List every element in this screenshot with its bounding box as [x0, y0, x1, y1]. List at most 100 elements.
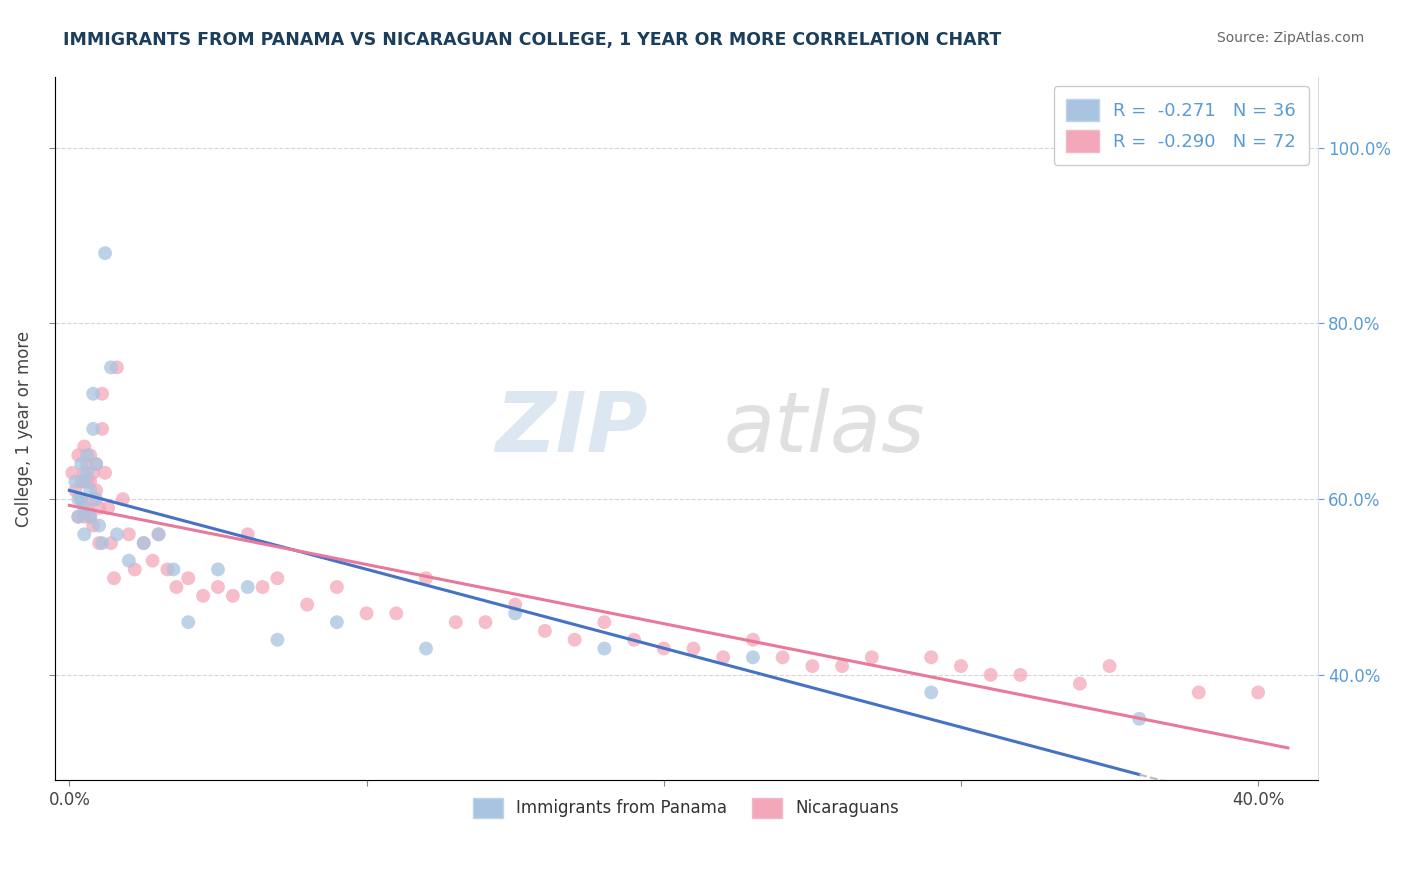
- Point: [91, 422, 114, 436]
- Point: [295, 598, 318, 612]
- Point: [142, 554, 165, 568]
- Point: [67, 509, 90, 524]
- Point: [162, 562, 184, 576]
- Text: atlas: atlas: [724, 388, 925, 469]
- Point: [831, 659, 853, 673]
- Point: [100, 360, 122, 375]
- Point: [84, 483, 107, 498]
- Point: [711, 650, 734, 665]
- Point: [132, 536, 155, 550]
- Point: [65, 475, 87, 489]
- Point: [534, 624, 557, 638]
- Point: [73, 527, 96, 541]
- Point: [148, 527, 170, 541]
- Point: [415, 571, 437, 585]
- Point: [79, 448, 101, 462]
- Point: [920, 685, 942, 699]
- Point: [1098, 659, 1121, 673]
- Point: [742, 632, 765, 647]
- Point: [742, 650, 765, 665]
- Point: [444, 615, 467, 629]
- Point: [76, 475, 98, 489]
- Text: IMMIGRANTS FROM PANAMA VS NICARAGUAN COLLEGE, 1 YEAR OR MORE CORRELATION CHART: IMMIGRANTS FROM PANAMA VS NICARAGUAN COL…: [63, 31, 1001, 49]
- Point: [503, 607, 526, 621]
- Point: [474, 615, 496, 629]
- Point: [1010, 668, 1032, 682]
- Text: ZIP: ZIP: [495, 388, 648, 469]
- Point: [100, 536, 122, 550]
- Legend: Immigrants from Panama, Nicaraguans: Immigrants from Panama, Nicaraguans: [467, 791, 905, 825]
- Point: [82, 466, 104, 480]
- Point: [118, 554, 141, 568]
- Point: [1128, 712, 1150, 726]
- Point: [105, 360, 128, 375]
- Point: [252, 580, 274, 594]
- Point: [79, 483, 101, 498]
- Point: [266, 632, 288, 647]
- Point: [920, 650, 942, 665]
- Point: [860, 650, 883, 665]
- Point: [65, 483, 87, 498]
- Point: [76, 466, 98, 480]
- Point: [236, 527, 259, 541]
- Point: [76, 500, 98, 515]
- Point: [67, 509, 90, 524]
- Point: [165, 580, 187, 594]
- Point: [94, 246, 117, 260]
- Y-axis label: College, 1 year or more: College, 1 year or more: [15, 331, 32, 527]
- Point: [70, 492, 93, 507]
- Point: [79, 475, 101, 489]
- Point: [73, 439, 96, 453]
- Point: [73, 500, 96, 515]
- Point: [87, 518, 110, 533]
- Point: [111, 492, 134, 507]
- Point: [1069, 676, 1091, 690]
- Point: [623, 632, 645, 647]
- Point: [73, 475, 96, 489]
- Point: [415, 641, 437, 656]
- Point: [73, 509, 96, 524]
- Point: [84, 492, 107, 507]
- Point: [124, 562, 146, 576]
- Point: [60, 466, 83, 480]
- Point: [801, 659, 824, 673]
- Point: [326, 580, 349, 594]
- Point: [207, 580, 229, 594]
- Point: [980, 668, 1002, 682]
- Point: [73, 466, 96, 480]
- Point: [593, 615, 616, 629]
- Point: [70, 475, 93, 489]
- Point: [70, 457, 93, 471]
- Point: [207, 562, 229, 576]
- Point: [84, 457, 107, 471]
- Point: [177, 571, 200, 585]
- Point: [772, 650, 794, 665]
- Point: [87, 536, 110, 550]
- Point: [84, 457, 107, 471]
- Point: [79, 509, 101, 524]
- Point: [91, 536, 114, 550]
- Point: [105, 527, 128, 541]
- Point: [87, 500, 110, 515]
- Point: [266, 571, 288, 585]
- Point: [385, 607, 408, 621]
- Point: [326, 615, 349, 629]
- Point: [682, 641, 704, 656]
- Point: [652, 641, 675, 656]
- Point: [82, 386, 104, 401]
- Point: [118, 527, 141, 541]
- Point: [148, 527, 170, 541]
- Point: [593, 641, 616, 656]
- Point: [103, 571, 125, 585]
- Point: [1188, 685, 1211, 699]
- Point: [70, 492, 93, 507]
- Point: [222, 589, 245, 603]
- Point: [76, 457, 98, 471]
- Point: [356, 607, 378, 621]
- Point: [82, 422, 104, 436]
- Point: [82, 492, 104, 507]
- Point: [79, 509, 101, 524]
- Point: [67, 492, 90, 507]
- Point: [949, 659, 972, 673]
- Point: [191, 589, 214, 603]
